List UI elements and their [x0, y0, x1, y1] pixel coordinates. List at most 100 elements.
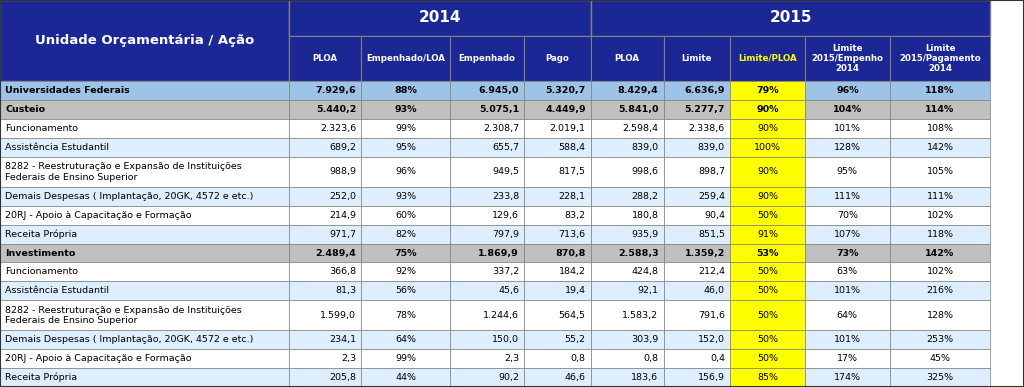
- Text: Universidades Federais: Universidades Federais: [5, 86, 130, 95]
- Text: Empenhado: Empenhado: [459, 54, 515, 63]
- Text: 998,6: 998,6: [632, 167, 658, 176]
- Text: 988,9: 988,9: [330, 167, 356, 176]
- Text: 88%: 88%: [394, 86, 417, 95]
- Text: 184,2: 184,2: [559, 267, 586, 276]
- Bar: [591, 262, 664, 281]
- Text: 73%: 73%: [837, 248, 858, 257]
- Bar: [890, 368, 990, 387]
- Bar: [361, 119, 450, 138]
- Bar: [450, 100, 524, 119]
- Text: Empenhado/LOA: Empenhado/LOA: [366, 54, 445, 63]
- Bar: [524, 330, 591, 349]
- Bar: [524, 281, 591, 300]
- Text: 7.929,6: 7.929,6: [315, 86, 356, 95]
- Bar: [0, 0, 289, 81]
- Bar: [730, 300, 805, 330]
- Text: 8282 - Reestruturação e Expansão de Instituições
Federais de Ensino Superior: 8282 - Reestruturação e Expansão de Inst…: [5, 306, 242, 325]
- Text: 8.429,4: 8.429,4: [617, 86, 658, 95]
- Text: 253%: 253%: [927, 335, 953, 344]
- Text: Limite
2015/Empenho
2014: Limite 2015/Empenho 2014: [811, 43, 884, 74]
- Text: 96%: 96%: [836, 86, 859, 95]
- Text: Unidade Orçamentária / Ação: Unidade Orçamentária / Ação: [35, 34, 254, 47]
- Bar: [361, 243, 450, 262]
- Text: 128%: 128%: [834, 143, 861, 152]
- Bar: [524, 206, 591, 225]
- Text: 216%: 216%: [927, 286, 953, 295]
- Bar: [361, 330, 450, 349]
- Text: Funcionamento: Funcionamento: [5, 267, 78, 276]
- Text: 1.244,6: 1.244,6: [483, 311, 519, 320]
- Bar: [664, 349, 730, 368]
- Bar: [730, 281, 805, 300]
- Bar: [890, 349, 990, 368]
- Text: 8282 - Reestruturação e Expansão de Instituições
Federais de Ensino Superior: 8282 - Reestruturação e Expansão de Inst…: [5, 162, 242, 182]
- Bar: [524, 300, 591, 330]
- Text: 90%: 90%: [757, 167, 778, 176]
- Text: 0,4: 0,4: [710, 354, 725, 363]
- Bar: [361, 349, 450, 368]
- Bar: [524, 81, 591, 100]
- Text: 971,7: 971,7: [330, 229, 356, 239]
- Bar: [890, 330, 990, 349]
- Text: 56%: 56%: [395, 286, 416, 295]
- Text: 174%: 174%: [834, 373, 861, 382]
- Text: 2,3: 2,3: [504, 354, 519, 363]
- Bar: [524, 368, 591, 387]
- Bar: [361, 225, 450, 243]
- Bar: [730, 206, 805, 225]
- Text: 2.308,7: 2.308,7: [483, 124, 519, 133]
- Bar: [0, 206, 289, 225]
- Text: 50%: 50%: [757, 286, 778, 295]
- Bar: [664, 225, 730, 243]
- Text: 95%: 95%: [395, 143, 416, 152]
- Text: Assistência Estudantil: Assistência Estudantil: [5, 286, 110, 295]
- Bar: [0, 368, 289, 387]
- Text: 79%: 79%: [756, 86, 779, 95]
- Bar: [289, 368, 361, 387]
- Text: Demais Despesas ( Implantação, 20GK, 4572 e etc.): Demais Despesas ( Implantação, 20GK, 457…: [5, 192, 254, 201]
- Bar: [591, 225, 664, 243]
- Bar: [361, 157, 450, 187]
- Bar: [450, 368, 524, 387]
- Bar: [450, 300, 524, 330]
- Bar: [524, 262, 591, 281]
- Text: Receita Própria: Receita Própria: [5, 373, 77, 382]
- Bar: [450, 349, 524, 368]
- Text: 50%: 50%: [757, 311, 778, 320]
- Bar: [524, 138, 591, 157]
- Text: 839,0: 839,0: [632, 143, 658, 152]
- Text: 50%: 50%: [757, 354, 778, 363]
- Text: 5.320,7: 5.320,7: [546, 86, 586, 95]
- Text: 107%: 107%: [834, 229, 861, 239]
- Bar: [664, 368, 730, 387]
- Text: 118%: 118%: [926, 86, 954, 95]
- Bar: [289, 243, 361, 262]
- Bar: [730, 36, 805, 81]
- Bar: [361, 36, 450, 81]
- Text: 303,9: 303,9: [631, 335, 658, 344]
- Text: 101%: 101%: [834, 335, 861, 344]
- Bar: [664, 243, 730, 262]
- Bar: [0, 262, 289, 281]
- Text: 63%: 63%: [837, 267, 858, 276]
- Text: 17%: 17%: [837, 354, 858, 363]
- Bar: [0, 138, 289, 157]
- Text: 90,2: 90,2: [498, 373, 519, 382]
- Bar: [890, 300, 990, 330]
- Text: 2.598,4: 2.598,4: [623, 124, 658, 133]
- Bar: [450, 157, 524, 187]
- Bar: [524, 349, 591, 368]
- Text: 152,0: 152,0: [698, 335, 725, 344]
- Text: 102%: 102%: [927, 211, 953, 220]
- Text: 114%: 114%: [926, 105, 954, 114]
- Bar: [0, 300, 289, 330]
- Bar: [591, 187, 664, 206]
- Text: 46,0: 46,0: [703, 286, 725, 295]
- Bar: [730, 349, 805, 368]
- Bar: [591, 0, 990, 36]
- Bar: [591, 300, 664, 330]
- Text: 20RJ - Apoio à Capacitação e Formação: 20RJ - Apoio à Capacitação e Formação: [5, 211, 191, 220]
- Bar: [450, 81, 524, 100]
- Text: 104%: 104%: [833, 105, 862, 114]
- Text: 1.583,2: 1.583,2: [623, 311, 658, 320]
